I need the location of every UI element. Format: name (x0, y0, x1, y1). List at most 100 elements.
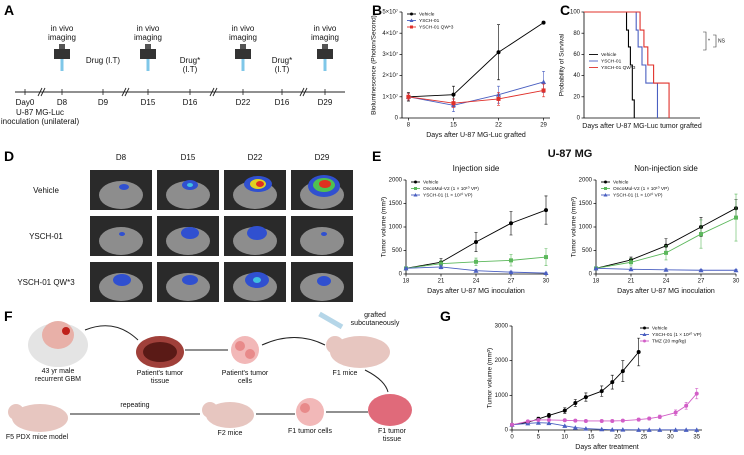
imaging-label: in vivo imaging (133, 24, 162, 42)
marker (636, 427, 642, 432)
marker (508, 269, 514, 275)
marker (610, 418, 615, 423)
y-tick-label: 500 (582, 248, 593, 254)
y-axis-label: Tumor volume (mm³) (381, 197, 388, 257)
legend-label: Vehicle (419, 11, 435, 17)
y-tick-label: 1×10⁷ (382, 93, 398, 100)
marker (451, 101, 456, 106)
y-tick-label: 3000 (495, 324, 509, 330)
series-line (511, 351, 640, 426)
legend-label: OncoMul-V2 (1 × 10¹⁰ VP) (423, 186, 479, 192)
significance-bracket (713, 34, 717, 48)
significance-bracket (703, 31, 707, 51)
y-tick-label: 80 (573, 31, 580, 37)
marker (620, 418, 625, 423)
legend-label: YSCH-01 QW*3 (601, 65, 636, 71)
legend-marker (414, 180, 417, 184)
legend-label: YSCH-01 (1 × 10¹⁰ VP) (652, 332, 702, 338)
marker (583, 418, 588, 423)
y-tick-label: 1500 (579, 201, 593, 207)
marker (509, 258, 513, 263)
x-tick-label: 21 (628, 279, 635, 285)
x-tick-label: 30 (733, 279, 740, 285)
legend-label: TMZ (20 mg/kg) (652, 338, 687, 344)
legend-marker (410, 25, 413, 29)
marker (573, 418, 578, 423)
y-tick-label: 2000 (495, 358, 509, 364)
x-tick-label: 15 (450, 123, 457, 129)
series-line (408, 89, 544, 104)
x-tick-label: 15 (588, 435, 595, 441)
workflow-label: Patient's tumor tissue (136, 370, 184, 385)
imaging-label: in vivo imaging (47, 24, 76, 42)
marker (699, 232, 703, 237)
day-label: D29 (317, 98, 333, 107)
x-axis-label: Days after U-87 MG-Luc grafted (426, 132, 526, 139)
marker (544, 255, 548, 260)
survival-curve (584, 11, 659, 118)
marker (599, 418, 604, 423)
y-tick-label: 1500 (389, 201, 403, 207)
x-tick-label: 27 (508, 279, 515, 285)
drug-label: Drug* (I.T) (179, 56, 201, 74)
bioluminescence-images (90, 170, 353, 302)
y-tick-label: 0 (399, 272, 403, 278)
day-label: D8 (56, 98, 68, 107)
marker (734, 215, 738, 220)
marker (673, 410, 678, 415)
y-tick-label: 60 (573, 52, 580, 58)
y-tick-label: 2×10⁷ (382, 72, 398, 79)
marker (657, 414, 662, 419)
x-tick-label: 30 (543, 279, 550, 285)
x-tick-label: 25 (641, 435, 648, 441)
day-label: D16 (182, 98, 198, 107)
marker (733, 267, 739, 273)
workflow-label: Patient's tumor cells (221, 370, 269, 385)
x-axis-label: Days after treatment (575, 444, 638, 451)
marker (403, 265, 409, 271)
panel-label: C (560, 2, 571, 18)
row-label: Vehicle (33, 186, 59, 195)
marker (541, 20, 546, 25)
y-tick-label: 5×10⁷ (382, 9, 398, 16)
y-tick-label: 1000 (389, 225, 403, 231)
legend-marker (413, 193, 418, 197)
marker (496, 50, 501, 55)
column-label: D8 (115, 153, 127, 162)
marker (439, 261, 443, 266)
panel-label: A (4, 2, 15, 18)
y-tick-label: 0 (505, 428, 509, 434)
legend-marker (604, 187, 607, 190)
workflow-label: F1 tumor cells (288, 428, 332, 435)
column-label: D22 (247, 153, 263, 162)
marker (546, 413, 551, 418)
marker (583, 395, 588, 400)
significance-label: NS (718, 38, 726, 44)
marker (694, 391, 699, 396)
y-axis-label: Probability of Survival (559, 33, 566, 96)
panel-label: E (372, 148, 382, 164)
timeline-graphic (15, 87, 345, 97)
legend-label: Vehicle (652, 325, 668, 331)
panel-label: F (4, 308, 13, 324)
marker (546, 420, 552, 426)
marker (573, 400, 578, 405)
legend-label: YSCH-01 (1 × 10¹⁰ VP) (423, 192, 473, 198)
workflow-label: F5 PDX mice model (5, 434, 69, 441)
x-tick-label: 22 (495, 123, 502, 129)
workflow-label: F1 mice (332, 370, 358, 377)
series-line (408, 22, 544, 98)
marker (673, 427, 679, 432)
marker (609, 427, 615, 432)
marker (474, 259, 478, 264)
x-tick-label: 27 (698, 279, 705, 285)
panel-label: D (4, 148, 15, 164)
x-tick-label: 18 (593, 279, 600, 285)
marker (636, 350, 641, 354)
y-tick-label: 0 (577, 116, 581, 122)
marker (510, 422, 514, 427)
day-label: Day0 (15, 98, 35, 107)
marker (599, 389, 604, 394)
